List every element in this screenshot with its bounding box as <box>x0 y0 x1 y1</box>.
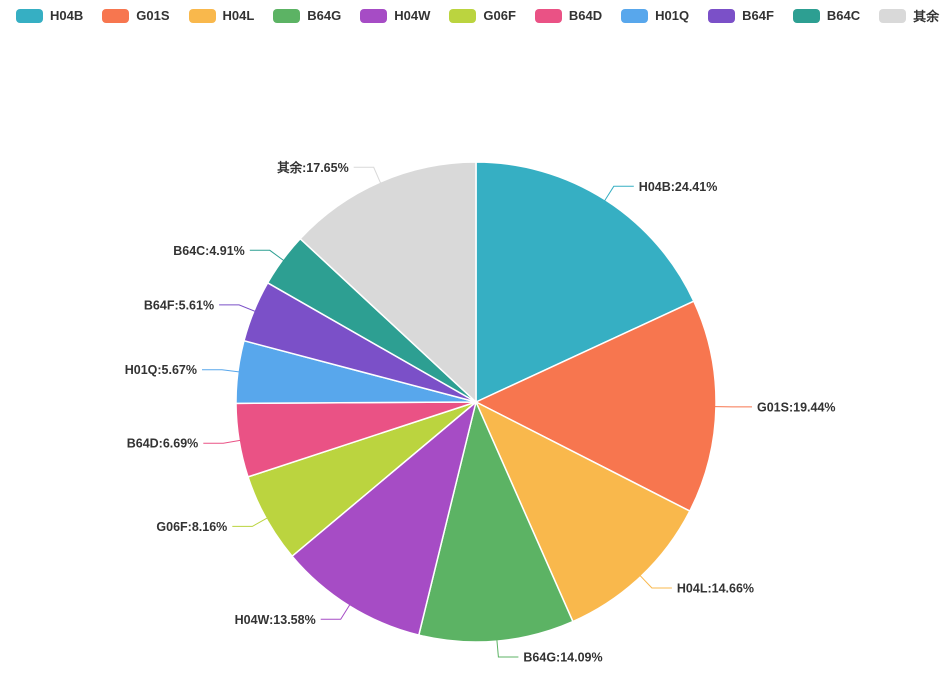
pie-label-G01S: G01S:19.44% <box>757 400 836 414</box>
legend-label: B64G <box>307 8 342 23</box>
legend-item-H04W[interactable]: H04W <box>360 8 430 23</box>
legend-swatch-icon <box>534 8 562 23</box>
legend-swatch-icon <box>708 8 736 23</box>
legend-label: B64D <box>568 8 603 23</box>
chart-legend: H04B G01S H04L B64G H04W G06F B64D H01Q B64F B64C… <box>16 6 952 25</box>
legend-label: B64F <box>742 8 774 23</box>
legend-label: H04L <box>222 8 255 23</box>
pie-label-H04W: H04W:13.58% <box>235 613 316 627</box>
pie-label-leader-line <box>249 249 284 261</box>
legend-label: H04B <box>50 8 84 23</box>
legend-swatch-icon <box>188 8 216 23</box>
legend-label: G06F <box>483 8 516 23</box>
pie-label-leader-line <box>320 604 351 620</box>
pie-label-leader-line <box>202 369 239 373</box>
legend-item-H04L[interactable]: H04L <box>188 8 255 23</box>
legend-swatch-icon <box>102 8 130 23</box>
legend-swatch-icon <box>792 8 820 23</box>
pie-label-leader-line <box>639 575 672 589</box>
legend-swatch-icon <box>621 8 649 23</box>
legend-item-H04B[interactable]: H04B <box>16 8 83 23</box>
legend-swatch-icon <box>360 8 388 23</box>
legend-item-B64C[interactable]: B64C <box>792 8 861 23</box>
pie-label-leader-line <box>496 640 519 658</box>
legend-swatch-icon <box>879 8 907 23</box>
legend-swatch-icon <box>273 8 301 23</box>
pie-label-leader-line <box>353 166 381 184</box>
pie-label-H01Q: H01Q:5.67% <box>125 363 197 377</box>
pie-label-leader-line <box>219 304 256 312</box>
pie-label-B64D: B64D:6.69% <box>127 437 199 451</box>
legend-item-B64F[interactable]: B64F <box>708 8 774 23</box>
pie-label-leader-line <box>232 517 268 527</box>
pie-label-H04B: H04B:24.41% <box>639 180 718 194</box>
legend-label: H01Q <box>655 8 690 23</box>
legend-item-B64G[interactable]: B64G <box>273 8 341 23</box>
legend-label: G01S <box>136 8 170 23</box>
legend-item-G01S[interactable]: G01S <box>102 8 170 23</box>
pie-label-leader-line <box>203 439 241 444</box>
legend-item-其余[interactable]: 其余 <box>879 6 939 25</box>
legend-swatch-icon <box>16 8 43 23</box>
legend-item-G06F[interactable]: G06F <box>449 8 516 23</box>
pie-label-B64G: B64G:14.09% <box>523 651 602 665</box>
pie-label-H04L: H04L:14.66% <box>677 582 754 596</box>
legend-item-H01Q[interactable]: H01Q <box>621 8 689 23</box>
legend-label: 其余 <box>913 9 940 24</box>
pie-label-B64C: B64C:4.91% <box>173 244 245 258</box>
legend-label: B64C <box>826 8 861 23</box>
legend-swatch-icon <box>449 8 477 23</box>
pie-label-leader-line <box>604 185 634 201</box>
pie-label-其余: 其余:17.65% <box>277 160 349 175</box>
pie-label-B64F: B64F:5.61% <box>144 298 214 312</box>
pie-label-G06F: G06F:8.16% <box>156 520 227 534</box>
legend-label: H04W <box>394 8 431 23</box>
legend-item-B64D[interactable]: B64D <box>534 8 603 23</box>
